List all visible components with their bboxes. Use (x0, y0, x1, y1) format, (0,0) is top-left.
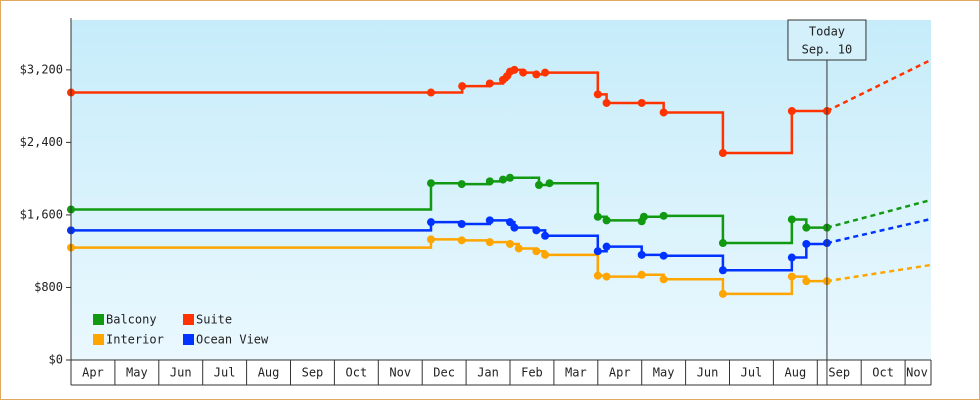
data-point (637, 250, 646, 259)
data-point (541, 250, 550, 259)
data-point (802, 239, 811, 248)
x-tick-label: Oct (346, 366, 368, 380)
data-point (510, 223, 519, 232)
data-point (485, 177, 494, 186)
x-tick-label: Jul (214, 366, 236, 380)
data-point (519, 68, 528, 77)
plot-area (71, 20, 931, 360)
legend-label: Suite (196, 313, 232, 327)
legend-swatch (93, 334, 104, 345)
data-point (787, 253, 796, 262)
data-point (718, 239, 727, 248)
data-point (659, 251, 668, 260)
data-point (545, 179, 554, 188)
data-point (498, 175, 507, 184)
data-point (514, 244, 523, 253)
data-point (659, 275, 668, 284)
x-tick-label: Aug (258, 366, 280, 380)
legend-swatch (93, 314, 104, 325)
data-point (426, 179, 435, 188)
x-tick-label: Jul (741, 366, 763, 380)
data-point (426, 88, 435, 97)
x-tick-label: Aug (785, 366, 807, 380)
x-tick-label: May (653, 366, 675, 380)
data-point (787, 107, 796, 116)
data-point (637, 270, 646, 279)
data-point (602, 272, 611, 281)
data-point (802, 223, 811, 232)
data-point (457, 236, 466, 245)
data-point (505, 218, 514, 227)
data-point (802, 277, 811, 286)
data-point (532, 247, 541, 256)
data-point (534, 181, 543, 190)
y-tick-label: $800 (34, 280, 63, 294)
x-tick-label: Jun (697, 366, 719, 380)
data-point (485, 216, 494, 225)
data-point (718, 149, 727, 158)
data-point (593, 271, 602, 280)
data-point (457, 180, 466, 189)
y-tick-label: $3,200 (20, 62, 63, 76)
x-tick-label: Nov (906, 366, 928, 380)
data-point (718, 289, 727, 298)
x-tick-label: Sep (302, 366, 324, 380)
today-label: Today (809, 25, 845, 39)
x-tick-label: Mar (565, 366, 587, 380)
x-tick-label: Oct (872, 366, 894, 380)
legend-label: Balcony (106, 313, 157, 327)
today-date: Sep. 10 (802, 43, 853, 57)
data-point (602, 242, 611, 251)
series-line (71, 238, 827, 296)
y-tick-label: $1,600 (20, 207, 63, 221)
projection-line (826, 58, 932, 113)
legend-label: Ocean View (196, 333, 269, 347)
today-box (787, 19, 867, 61)
x-tick-label: Apr (82, 366, 104, 380)
data-point (485, 238, 494, 247)
data-point (593, 212, 602, 221)
data-point (659, 211, 668, 220)
data-point (458, 82, 467, 91)
data-point (787, 215, 796, 224)
x-tick-label: Feb (521, 366, 543, 380)
x-tick-label: Jun (170, 366, 192, 380)
x-tick-label: Sep (828, 366, 850, 380)
legend-label: Interior (106, 333, 164, 347)
data-point (426, 235, 435, 244)
data-point (639, 212, 648, 221)
data-point (532, 226, 541, 235)
y-tick-label: $0 (49, 353, 63, 367)
data-point (659, 108, 668, 117)
data-point (505, 173, 514, 182)
data-point (510, 65, 519, 74)
data-point (718, 266, 727, 275)
data-point (602, 98, 611, 107)
data-point (637, 98, 646, 107)
data-point (602, 216, 611, 225)
data-point (457, 220, 466, 228)
data-point (541, 231, 550, 240)
legend-swatch (183, 314, 194, 325)
data-point (485, 79, 494, 88)
x-tick-label: Jan (477, 366, 499, 380)
data-point (532, 70, 541, 79)
data-point (505, 239, 514, 248)
y-tick-label: $2,400 (20, 135, 63, 149)
x-tick-label: Dec (433, 366, 455, 380)
data-point (541, 68, 550, 77)
legend-swatch (183, 334, 194, 345)
data-point (593, 247, 602, 256)
x-tick-label: May (126, 366, 148, 380)
data-point (787, 272, 796, 281)
x-tick-label: Nov (389, 366, 411, 380)
x-tick-label: Apr (609, 366, 631, 380)
data-point (426, 218, 435, 227)
data-point (593, 90, 602, 99)
